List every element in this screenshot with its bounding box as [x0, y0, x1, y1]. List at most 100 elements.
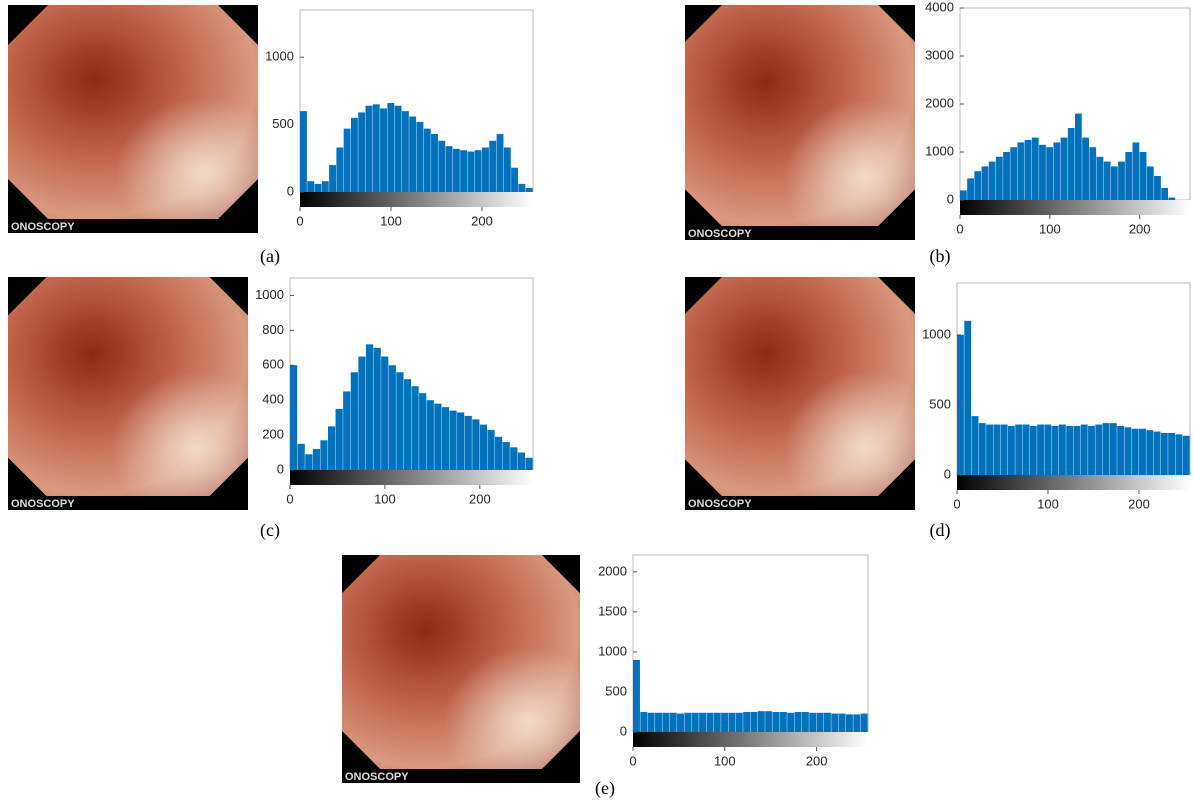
- caption: (e): [595, 778, 615, 799]
- histogram-bar: [633, 659, 640, 732]
- histogram-bar: [1117, 425, 1125, 475]
- histogram-bar: [312, 449, 320, 470]
- y-tick-label: 1500: [598, 603, 627, 618]
- histogram-bar: [978, 423, 986, 475]
- histogram-bar: [691, 712, 699, 732]
- image-highlight: [342, 555, 580, 769]
- histogram-bar: [1080, 424, 1088, 475]
- y-tick-label: 0: [947, 191, 954, 206]
- histogram-bar: [1102, 423, 1110, 475]
- x-tick-label: 0: [956, 221, 963, 236]
- image-text: ONOSCOPY: [688, 228, 752, 240]
- histogram-bar: [1010, 147, 1018, 200]
- y-tick-label: 0: [287, 183, 294, 198]
- histogram-bar: [684, 712, 692, 732]
- histogram-bar: [365, 105, 373, 192]
- histogram-bar: [1031, 137, 1039, 200]
- histogram-bar: [1146, 166, 1154, 200]
- y-tick-label: 4000: [925, 0, 954, 14]
- histogram-bar: [517, 452, 526, 470]
- colorbar: [300, 192, 533, 207]
- y-tick-label: 500: [605, 683, 627, 698]
- histogram-bar: [1109, 423, 1117, 475]
- image-text: ONOSCOPY: [345, 771, 409, 783]
- histogram-bar: [411, 386, 419, 470]
- x-tick-label: 0: [286, 491, 293, 506]
- histogram-bar: [1046, 147, 1054, 200]
- histogram-bar: [518, 183, 526, 192]
- histogram-bar: [750, 711, 758, 732]
- y-tick-label: 1000: [255, 287, 284, 302]
- x-tick-label: 100: [380, 213, 402, 228]
- histogram-bar: [713, 712, 721, 732]
- caption: (c): [260, 520, 280, 541]
- x-tick-label: 200: [1129, 221, 1151, 236]
- histogram-bar: [409, 116, 417, 192]
- histogram-bar: [1168, 432, 1176, 475]
- histogram-bar: [457, 412, 465, 470]
- histogram-bar: [860, 713, 868, 732]
- x-tick-label: 200: [471, 213, 493, 228]
- x-tick-label: 100: [1037, 496, 1059, 511]
- histogram-bar: [1132, 142, 1140, 200]
- histogram-bar: [423, 128, 431, 192]
- histogram-bar: [441, 407, 450, 470]
- x-tick-label: 100: [1039, 221, 1061, 236]
- image-text: ONOSCOPY: [688, 498, 752, 510]
- y-tick-label: 0: [620, 723, 627, 738]
- histogram-bar: [307, 181, 315, 192]
- histogram-bar: [699, 712, 707, 732]
- y-tick-label: 600: [262, 357, 284, 372]
- histogram-bar: [1058, 424, 1066, 475]
- histogram-bar: [467, 151, 475, 192]
- histogram-bar: [1175, 434, 1183, 475]
- histogram-bar: [801, 711, 809, 732]
- histogram-bar: [1139, 428, 1146, 475]
- histogram-bar: [372, 104, 380, 192]
- histogram-bar: [1153, 431, 1161, 475]
- histogram-bar: [1067, 128, 1075, 200]
- histogram-bar: [1066, 425, 1074, 475]
- histogram-bar: [1044, 424, 1052, 475]
- histogram-bar: [358, 112, 366, 192]
- histogram-bar: [335, 408, 343, 470]
- x-tick-label: 0: [953, 496, 960, 511]
- histogram-bar: [1160, 432, 1168, 475]
- histogram-bar: [426, 400, 434, 470]
- histogram-bar: [988, 161, 996, 200]
- colorbar: [633, 732, 868, 747]
- histogram-bar: [772, 711, 780, 732]
- histogram-bar: [993, 424, 1001, 475]
- image-text: ONOSCOPY: [11, 221, 75, 233]
- y-tick-label: 500: [272, 116, 294, 131]
- histogram-bar: [1000, 424, 1008, 475]
- histogram-bar: [464, 415, 472, 470]
- x-tick-label: 0: [296, 213, 303, 228]
- histogram-bar: [1168, 197, 1176, 200]
- histogram-bar: [1103, 161, 1111, 200]
- x-tick-label: 100: [374, 491, 396, 506]
- histogram-bar: [396, 372, 404, 470]
- y-tick-label: 1000: [598, 643, 627, 658]
- histogram-bar: [343, 391, 351, 470]
- histogram-bar: [853, 714, 861, 732]
- histogram-bar: [735, 712, 743, 732]
- y-tick-label: 200: [262, 427, 284, 442]
- histogram-bar: [460, 150, 468, 192]
- histogram-bar: [669, 712, 677, 732]
- axes-box: [632, 554, 869, 733]
- y-tick-label: 1000: [922, 326, 951, 341]
- histogram-bar: [1039, 144, 1046, 200]
- histogram-bar: [974, 171, 982, 200]
- histogram-bar: [1131, 428, 1139, 475]
- histogram-bar: [1051, 425, 1059, 475]
- image-highlight: [685, 5, 915, 226]
- image-highlight: [8, 5, 258, 219]
- histogram-bar: [350, 117, 358, 192]
- histogram-bar: [1110, 166, 1118, 200]
- histogram-bar: [647, 712, 655, 732]
- y-tick-label: 0: [944, 466, 951, 481]
- y-tick-label: 800: [262, 322, 284, 337]
- image-highlight: [8, 277, 248, 496]
- histogram-bar: [327, 426, 336, 470]
